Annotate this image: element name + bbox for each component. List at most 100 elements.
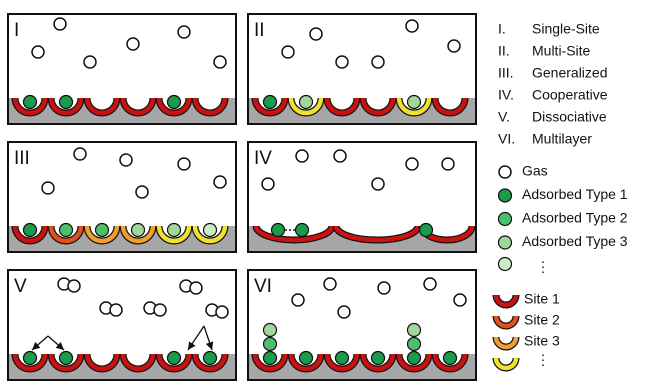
legend-label: Site 1 — [524, 291, 560, 307]
adsorbed-molecule — [499, 258, 512, 271]
panel-label: V — [14, 276, 27, 297]
gas-molecule — [406, 20, 418, 32]
adsorbed-molecule — [272, 224, 285, 237]
panel: III — [8, 142, 236, 252]
gas-molecule — [154, 304, 166, 316]
adsorbed-molecule — [264, 96, 277, 109]
gas-molecule — [214, 176, 226, 188]
model-numeral: IV. — [498, 87, 514, 103]
model-numeral: I. — [498, 21, 506, 37]
adsorbed-molecule — [408, 352, 421, 365]
panel-label: VI — [254, 276, 272, 297]
adsorbed-molecule — [300, 96, 313, 109]
panel-label: III — [14, 148, 30, 169]
gas-molecule — [282, 46, 294, 58]
gas-molecule — [110, 304, 122, 316]
legend-label: Adsorbed Type 3 — [522, 233, 628, 249]
legend-label: Adsorbed Type 1 — [522, 186, 628, 202]
diagram: IIIIIIIVVVII.Single-SiteII.Multi-SiteIII… — [0, 0, 652, 386]
panel-label: IV — [254, 148, 272, 169]
gas-molecule — [372, 56, 384, 68]
model-name: Multilayer — [532, 131, 592, 147]
adsorbed-molecule — [168, 96, 181, 109]
gas-molecule — [338, 306, 350, 318]
adsorbed-molecule — [499, 189, 512, 202]
adsorbed-molecule — [24, 352, 37, 365]
gas-molecule — [334, 150, 346, 162]
adsorbed-molecule — [204, 352, 217, 365]
gas-molecule — [454, 294, 466, 306]
adsorbed-molecule — [132, 224, 145, 237]
gas-molecule — [336, 56, 348, 68]
gas-molecule — [424, 278, 436, 290]
gas-molecule — [448, 40, 460, 52]
gas-molecule — [262, 178, 274, 190]
gas-molecule — [292, 294, 304, 306]
panel: VI — [248, 270, 476, 380]
model-numeral: VI. — [498, 131, 515, 147]
panel: V — [8, 270, 236, 380]
gas-molecule — [216, 306, 228, 318]
adsorbed-molecule — [60, 224, 73, 237]
gas-molecule — [136, 186, 148, 198]
gas-molecule — [324, 278, 336, 290]
adsorbed-molecule — [24, 96, 37, 109]
adsorbed-molecule — [372, 352, 385, 365]
gas-molecule — [42, 182, 54, 194]
legend-label: Site 2 — [524, 312, 560, 328]
gas-molecule — [378, 282, 390, 294]
gas-molecule — [296, 150, 308, 162]
model-name: Multi-Site — [532, 43, 591, 59]
gas-molecule — [190, 282, 202, 294]
model-name: Single-Site — [532, 21, 600, 37]
model-numeral: V. — [498, 109, 510, 125]
legend-label: Gas — [522, 163, 548, 179]
adsorbed-molecule — [420, 224, 433, 237]
gas-molecule — [32, 46, 44, 58]
adsorbed-molecule — [168, 352, 181, 365]
model-name: Dissociative — [532, 109, 607, 125]
gas-molecule — [120, 154, 132, 166]
adsorbed-molecule — [336, 352, 349, 365]
panel: I — [8, 14, 236, 124]
adsorbed-molecule — [264, 352, 277, 365]
gas-molecule — [499, 166, 511, 178]
adsorbed-molecule — [296, 224, 309, 237]
panel-label: II — [254, 20, 265, 41]
model-numeral: II. — [498, 43, 510, 59]
model-name: Generalized — [532, 65, 608, 81]
adsorbed-molecule — [24, 224, 37, 237]
adsorbed-molecule — [300, 352, 313, 365]
adsorbed-molecule — [408, 324, 421, 337]
adsorbed-molecule — [60, 96, 73, 109]
ellipsis: ⋮ — [536, 352, 550, 368]
adsorbed-molecule — [408, 338, 421, 351]
gas-molecule — [442, 158, 454, 170]
gas-molecule — [54, 18, 66, 30]
gas-molecule — [84, 56, 96, 68]
adsorbed-molecule — [444, 352, 457, 365]
model-name: Cooperative — [532, 87, 608, 103]
adsorbed-molecule — [96, 224, 109, 237]
gas-molecule — [68, 280, 80, 292]
adsorbed-molecule — [408, 96, 421, 109]
panel: IV — [248, 142, 476, 252]
model-numeral: III. — [498, 65, 514, 81]
adsorbed-molecule — [60, 352, 73, 365]
gas-molecule — [406, 158, 418, 170]
legend-label: Site 3 — [524, 333, 560, 349]
panel: II — [248, 14, 476, 124]
ellipsis: ⋮ — [536, 259, 550, 275]
gas-molecule — [372, 178, 384, 190]
gas-molecule — [127, 38, 139, 50]
adsorbed-molecule — [499, 236, 512, 249]
gas-molecule — [310, 28, 322, 40]
panel-label: I — [14, 20, 19, 41]
adsorbed-molecule — [168, 224, 181, 237]
gas-molecule — [74, 148, 86, 160]
gas-molecule — [178, 26, 190, 38]
legend-label: Adsorbed Type 2 — [522, 210, 628, 226]
adsorbed-molecule — [264, 338, 277, 351]
adsorbed-molecule — [264, 324, 277, 337]
adsorbed-molecule — [499, 213, 512, 226]
